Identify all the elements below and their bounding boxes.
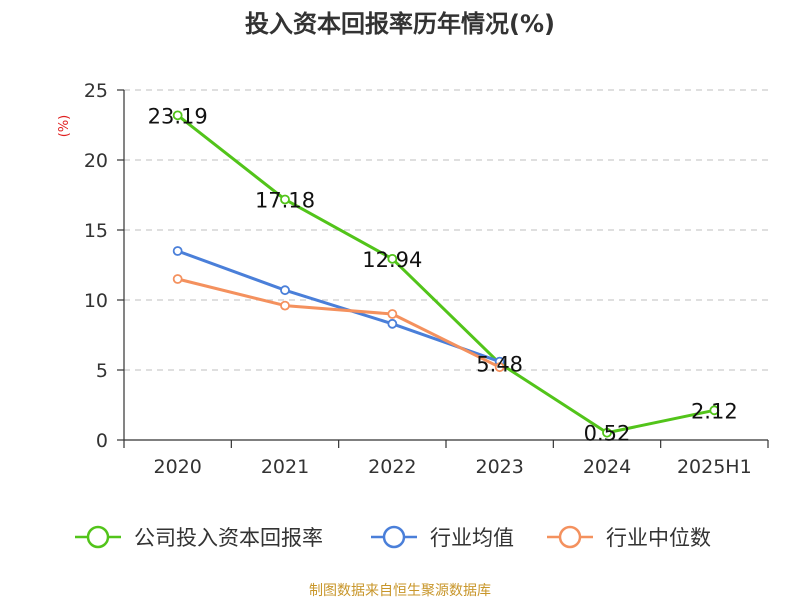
y-tick-label: 5 (96, 360, 108, 382)
x-tick-label: 2025H1 (677, 456, 752, 478)
data-label: 17.18 (255, 188, 315, 212)
x-tick-label: 2021 (261, 456, 309, 478)
legend-marker (382, 525, 406, 549)
legend-marker (86, 525, 110, 549)
data-point-0 (709, 405, 720, 416)
legend-label: 行业均值 (430, 526, 514, 550)
data-label: 2.12 (691, 399, 738, 423)
legend-label: 行业中位数 (606, 526, 711, 550)
series-line-2 (177, 277, 501, 369)
x-tick-label: 2024 (583, 456, 631, 478)
data-label: 0.52 (584, 422, 631, 446)
gridlines (124, 89, 768, 371)
series-line-0 (176, 114, 715, 435)
y-tick-label: 25 (84, 80, 108, 102)
data-point-0 (387, 253, 398, 264)
data-point-1 (172, 246, 183, 256)
data-point-2 (280, 300, 290, 311)
legend-marker (558, 525, 582, 549)
data-point-0 (602, 427, 612, 438)
data-label: 5.48 (476, 352, 523, 376)
data-point-0 (172, 110, 183, 121)
data-labels: 23.19 17.18 12.94 5.48 0.52 2.12 (148, 104, 738, 445)
legend: 公司投入资本回报率 行业均值 行业中位数 (75, 525, 711, 550)
y-tick-label: 10 (84, 290, 108, 312)
chart-title: 投入资本回报率历年情况(%) (245, 10, 555, 38)
x-tick-label: 2022 (368, 456, 416, 478)
data-point-1 (387, 318, 398, 329)
data-point-2 (387, 309, 398, 319)
source-note: 制图数据来自恒生聚源数据库 (309, 583, 491, 599)
data-label: 23.19 (148, 104, 208, 128)
x-tick-label: 2020 (153, 456, 201, 478)
data-label: 12.94 (362, 248, 422, 272)
data-point-0 (280, 194, 290, 205)
data-point-1 (280, 285, 290, 296)
series-lines (172, 110, 720, 438)
legend-label: 公司投入资本回报率 (134, 526, 323, 550)
series-line-1 (177, 249, 501, 364)
data-point-2 (494, 362, 505, 373)
y-axis-unit-label: (%) (57, 115, 72, 138)
y-tick-label: 20 (84, 150, 108, 172)
axes: 0 5 10 15 20 25 2020 2021 2022 2023 2024 2025H1 (84, 80, 769, 478)
y-tick-label: 15 (84, 220, 108, 242)
data-point-2 (172, 274, 183, 284)
y-tick-label: 0 (96, 430, 108, 452)
x-tick-label: 2023 (475, 456, 523, 478)
